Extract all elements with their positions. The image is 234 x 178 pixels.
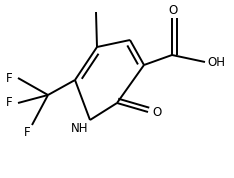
Text: O: O [152,106,162,119]
Text: NH: NH [71,122,89,135]
Text: OH: OH [207,56,225,69]
Text: O: O [168,4,178,17]
Text: F: F [24,127,30,140]
Text: F: F [6,72,12,85]
Text: F: F [6,96,12,109]
